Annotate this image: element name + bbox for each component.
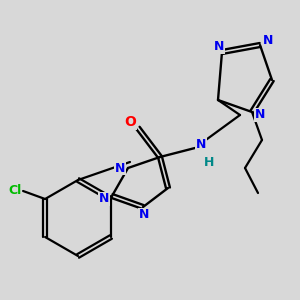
Text: N: N (196, 137, 206, 151)
Text: N: N (263, 34, 273, 46)
Text: N: N (115, 161, 125, 175)
Text: O: O (124, 115, 136, 129)
Text: N: N (99, 193, 109, 206)
Text: Cl: Cl (8, 184, 22, 197)
Text: N: N (139, 208, 149, 221)
Text: N: N (214, 40, 224, 53)
Text: N: N (255, 109, 265, 122)
Text: H: H (204, 155, 214, 169)
